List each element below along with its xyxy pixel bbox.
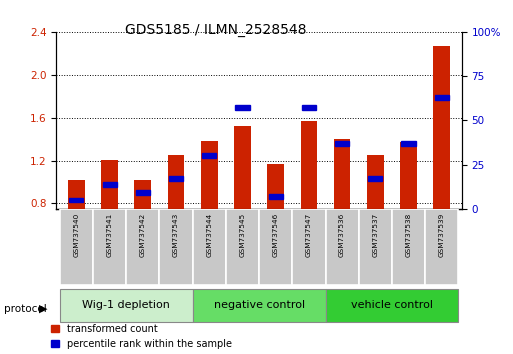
Text: GSM737541: GSM737541 xyxy=(107,213,112,257)
Bar xyxy=(134,180,151,209)
Bar xyxy=(368,176,382,181)
Bar xyxy=(392,209,425,285)
Bar xyxy=(192,289,326,322)
Text: Wig-1 depletion: Wig-1 depletion xyxy=(82,300,170,310)
Bar xyxy=(359,209,392,285)
Bar xyxy=(234,126,251,209)
Bar xyxy=(269,194,283,199)
Bar xyxy=(334,139,350,209)
Bar xyxy=(400,142,417,209)
Bar xyxy=(433,46,450,209)
Text: GSM737544: GSM737544 xyxy=(206,213,212,257)
Bar xyxy=(60,209,93,285)
Bar xyxy=(302,105,316,110)
Bar xyxy=(192,209,226,285)
Text: GSM737539: GSM737539 xyxy=(439,213,445,257)
Bar xyxy=(68,180,85,209)
Bar xyxy=(335,141,349,146)
Text: GSM737546: GSM737546 xyxy=(273,213,279,257)
Legend: transformed count, percentile rank within the sample: transformed count, percentile rank withi… xyxy=(51,324,231,349)
Bar xyxy=(435,95,449,100)
Bar xyxy=(160,209,192,285)
Text: GSM737547: GSM737547 xyxy=(306,213,312,257)
Bar xyxy=(201,141,218,209)
Text: vehicle control: vehicle control xyxy=(351,300,433,310)
Bar xyxy=(292,209,326,285)
Text: protocol: protocol xyxy=(4,304,47,314)
Bar xyxy=(326,289,459,322)
Text: negative control: negative control xyxy=(213,300,305,310)
Text: GDS5185 / ILMN_2528548: GDS5185 / ILMN_2528548 xyxy=(125,23,306,37)
Text: GSM737540: GSM737540 xyxy=(73,213,80,257)
Bar xyxy=(326,209,359,285)
Text: GSM737536: GSM737536 xyxy=(339,213,345,257)
Bar xyxy=(101,160,118,209)
Text: GSM737542: GSM737542 xyxy=(140,213,146,257)
Bar xyxy=(367,155,384,209)
Text: GSM737537: GSM737537 xyxy=(372,213,378,257)
Bar xyxy=(235,105,249,110)
Text: GSM737543: GSM737543 xyxy=(173,213,179,257)
Bar xyxy=(126,209,160,285)
Bar xyxy=(169,176,183,181)
Bar xyxy=(103,182,116,187)
Bar xyxy=(301,121,317,209)
Bar xyxy=(93,209,126,285)
Text: GSM737538: GSM737538 xyxy=(406,213,411,257)
Bar xyxy=(402,141,416,146)
Bar xyxy=(202,153,216,158)
Bar xyxy=(69,198,84,202)
Text: GSM737545: GSM737545 xyxy=(240,213,245,257)
Bar xyxy=(168,155,184,209)
Bar xyxy=(267,164,284,209)
Text: ▶: ▶ xyxy=(39,304,48,314)
Bar xyxy=(226,209,259,285)
Bar xyxy=(425,209,459,285)
Bar xyxy=(60,289,192,322)
Bar xyxy=(259,209,292,285)
Bar xyxy=(136,190,150,195)
